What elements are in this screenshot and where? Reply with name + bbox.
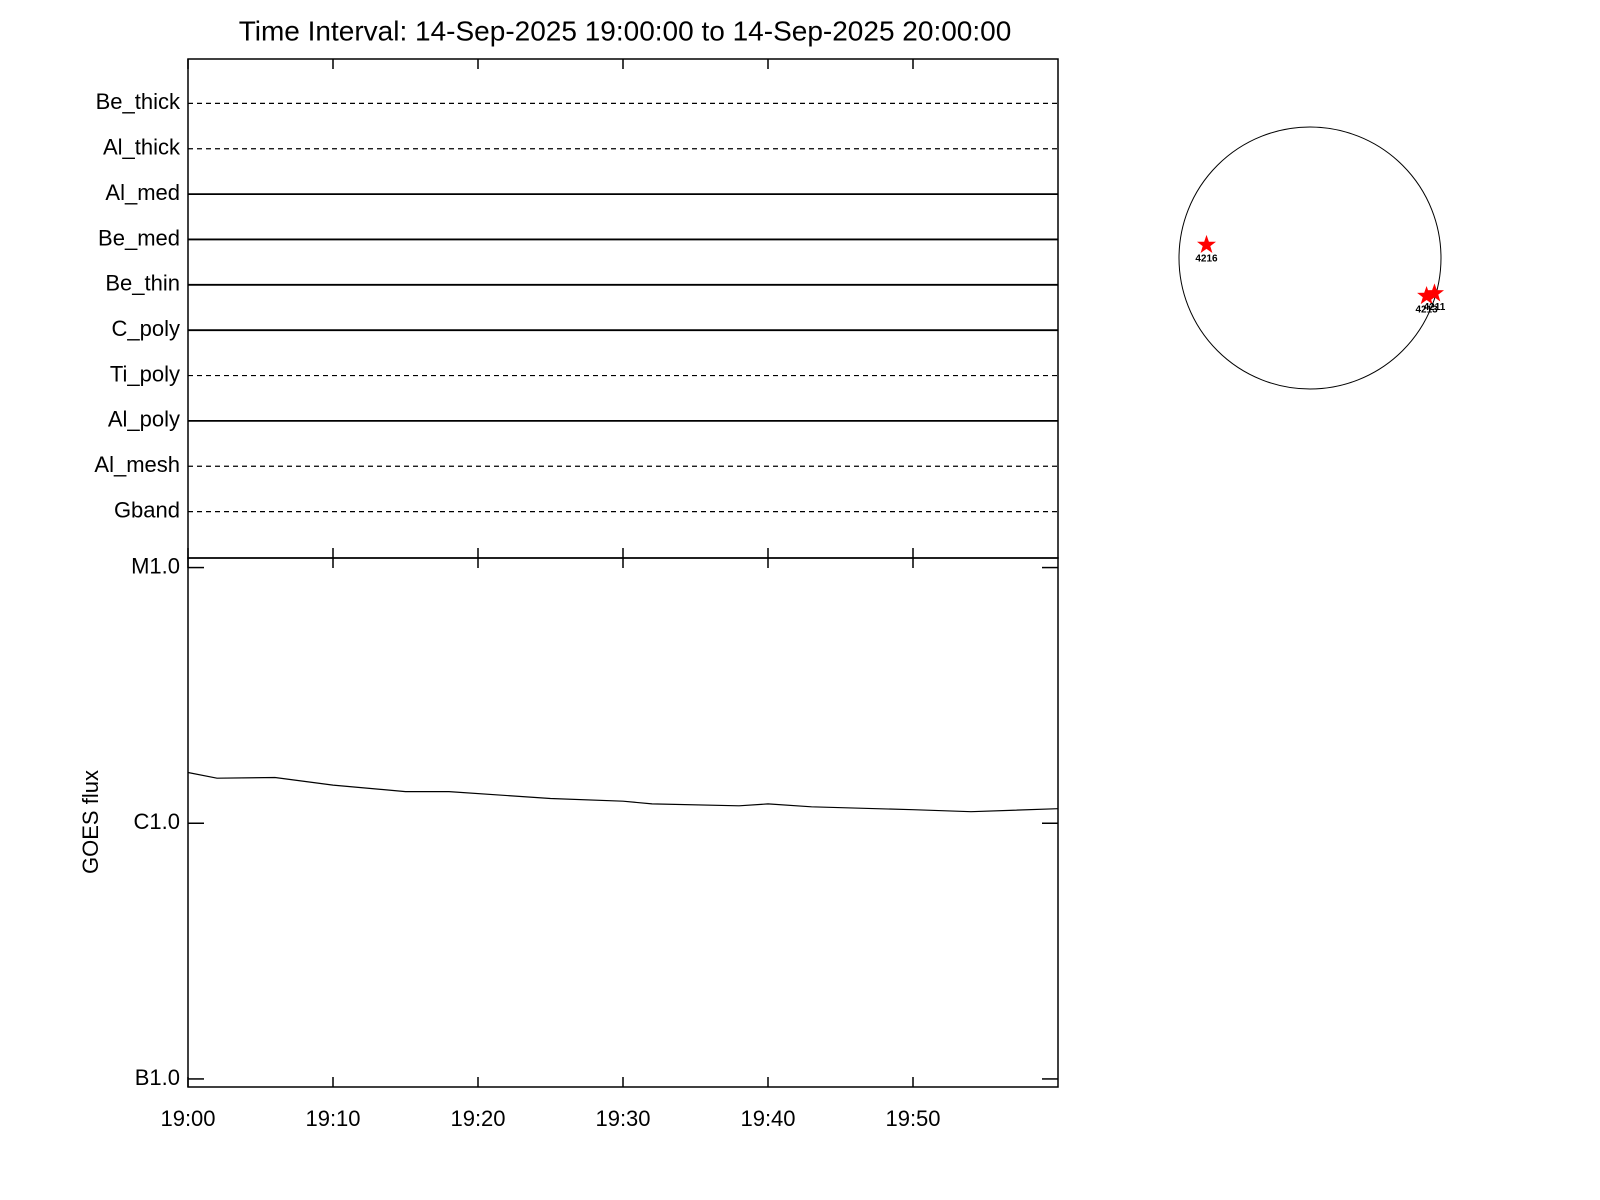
filter-label: Al_thick xyxy=(103,135,181,160)
region-label: 4216 xyxy=(1195,254,1218,265)
region-star xyxy=(1424,283,1444,302)
y-tick-label: B1.0 xyxy=(135,1065,180,1090)
y-tick-label: M1.0 xyxy=(131,553,180,578)
region-star xyxy=(1417,286,1437,305)
filter-label: Al_mesh xyxy=(94,452,180,477)
filter-label: C_poly xyxy=(112,316,180,341)
region-label: 4211 xyxy=(1424,302,1446,313)
filter-label: Be_thin xyxy=(105,271,180,296)
x-tick-label: 19:00 xyxy=(160,1106,215,1131)
x-tick-label: 19:10 xyxy=(305,1106,360,1131)
solar-disk xyxy=(1178,126,1442,390)
filter-label: Be_thick xyxy=(96,89,181,114)
x-tick-label: 19:30 xyxy=(595,1106,650,1131)
goes-line xyxy=(187,771,1059,813)
filter-label: Al_med xyxy=(105,180,180,205)
chart-title: Time Interval: 14-Sep-2025 19:00:00 to 1… xyxy=(239,15,1012,46)
filter-label: Ti_poly xyxy=(110,361,180,386)
filter-label: Al_poly xyxy=(108,407,180,432)
x-tick-label: 19:50 xyxy=(885,1106,940,1131)
x-tick-label: 19:40 xyxy=(740,1106,795,1131)
filter-label: Gband xyxy=(114,497,180,522)
x-tick-label: 19:20 xyxy=(450,1106,505,1131)
region-star xyxy=(1197,234,1216,253)
region-label: 4213 xyxy=(1415,305,1438,316)
filter-label: Be_med xyxy=(98,225,180,250)
y-tick-label: C1.0 xyxy=(134,809,180,834)
y-axis-label: GOES flux xyxy=(78,770,103,874)
